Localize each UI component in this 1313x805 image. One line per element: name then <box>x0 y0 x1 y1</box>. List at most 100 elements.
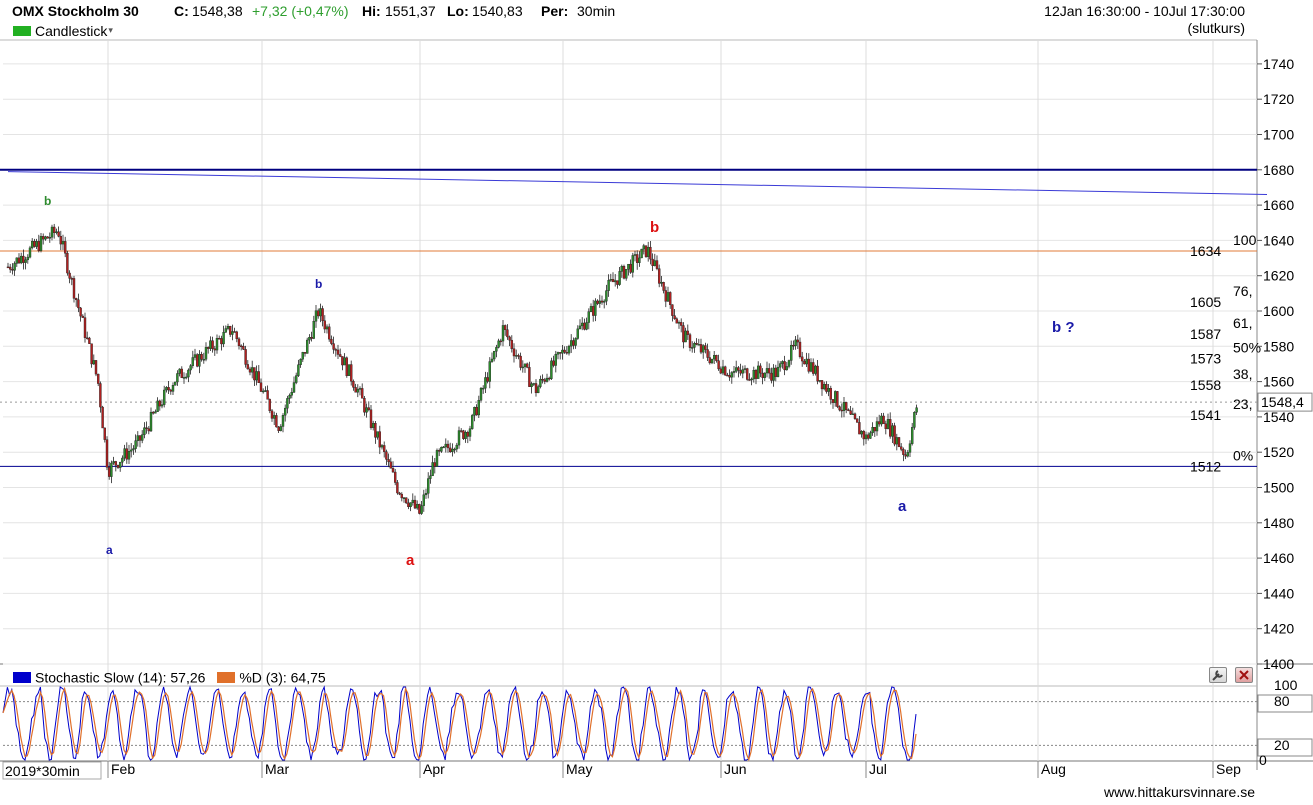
candle-body <box>664 290 667 302</box>
candle-body <box>220 338 223 345</box>
candle-body <box>688 334 692 348</box>
stoch-legend: Stochastic Slow (14): 57,26 %D (3): 64,7… <box>13 668 326 685</box>
candle-body <box>598 300 601 304</box>
candle-body <box>438 450 441 452</box>
fib-pct-label: 38, <box>1233 366 1252 382</box>
candle-body <box>666 292 670 302</box>
wrench-icon[interactable] <box>1209 667 1227 683</box>
candle-body <box>222 332 225 345</box>
fib-price-label: 1573 <box>1190 351 1221 367</box>
candle-body <box>394 471 397 483</box>
candle-body <box>783 361 786 371</box>
candle-body <box>176 373 179 383</box>
candle-body <box>295 375 298 383</box>
candle-body <box>574 338 577 346</box>
price-tick-label: 1480 <box>1263 515 1294 531</box>
candle-body <box>702 345 705 353</box>
candle-body <box>231 331 234 335</box>
candle-body <box>915 407 918 413</box>
candle-body <box>114 461 118 466</box>
candle-body <box>96 373 100 384</box>
candle-body <box>534 383 538 394</box>
candle-body <box>48 237 51 239</box>
candle-body <box>724 366 727 376</box>
wave-label: b <box>44 194 51 208</box>
price-tick-label: 1500 <box>1263 480 1294 496</box>
candle-body <box>336 349 340 355</box>
low-label: Lo: <box>447 3 469 19</box>
candle-body <box>493 350 496 360</box>
candle-body <box>609 279 612 281</box>
stoch-tick-label: 80 <box>1274 693 1290 709</box>
close-icon[interactable] <box>1235 667 1253 683</box>
fib-pct-label: 50% <box>1233 340 1261 356</box>
candle-body <box>424 493 428 496</box>
candle-body <box>427 478 430 494</box>
candle-body <box>739 370 742 374</box>
source-credit: www.hittakursvinnare.se <box>1104 784 1255 800</box>
price-tick-label: 1540 <box>1263 409 1294 425</box>
candle-body <box>677 322 681 324</box>
candle-body <box>466 432 469 437</box>
price-tick-label: 1720 <box>1263 91 1294 107</box>
stoch-k-label: Stochastic Slow (14): 57,26 <box>35 669 206 686</box>
candle-body <box>713 355 716 360</box>
chart-type-selector[interactable]: Candlestick▾ <box>13 22 113 39</box>
candle-body <box>250 367 254 373</box>
stoch-d-line <box>2 686 917 762</box>
candle-body <box>660 282 663 284</box>
candle-body <box>825 384 828 392</box>
close-label: C: <box>174 3 189 19</box>
candle-body <box>187 369 190 378</box>
candle-body <box>99 383 102 408</box>
candle-body <box>33 241 36 247</box>
candle-body <box>77 299 80 309</box>
candle-body <box>380 445 384 448</box>
candle-body <box>255 371 258 381</box>
candle-body <box>228 326 232 335</box>
candle-body <box>479 388 483 401</box>
candle-body <box>66 253 69 274</box>
candle-body <box>235 331 239 340</box>
fibonacci-levels: 1634 100 1605 76, 1587 61, 1573 50% 1558 38, 1541 2… <box>0 168 1313 474</box>
candle-body <box>301 352 304 360</box>
candle-body <box>369 409 373 428</box>
candle-body <box>906 452 909 457</box>
candle-body <box>765 368 769 374</box>
candle-body <box>737 367 740 371</box>
candle-body <box>699 344 703 353</box>
candle-body <box>74 298 78 301</box>
candle-body <box>486 377 489 382</box>
candle-body <box>81 315 85 318</box>
price-tick-label: 1440 <box>1263 585 1294 601</box>
candle-body <box>530 383 533 387</box>
candle-body <box>129 449 133 452</box>
candle-body <box>330 338 333 344</box>
candle-body <box>697 344 700 346</box>
candle-body <box>22 255 25 263</box>
candle-body <box>820 380 824 390</box>
candle-body <box>625 269 628 279</box>
candle-body <box>473 407 476 416</box>
candle-body <box>743 368 747 370</box>
candle-body <box>449 447 452 453</box>
candle-body <box>735 367 738 372</box>
candle-body <box>482 387 485 390</box>
candle-body <box>323 320 326 330</box>
candle-body <box>416 503 419 509</box>
candle-body <box>809 362 813 372</box>
chart-type-label: Candlestick <box>35 22 108 39</box>
candle-body <box>792 344 795 347</box>
close-value: 1548,38 <box>192 3 243 19</box>
candle-body <box>156 400 159 412</box>
candle-body <box>649 246 652 260</box>
candle-body <box>853 413 857 419</box>
candle-body <box>730 372 733 378</box>
candle-body <box>891 425 894 437</box>
candle-body <box>862 430 865 440</box>
candle-body <box>178 368 181 374</box>
candle-body <box>246 364 250 370</box>
candle-body <box>589 306 593 312</box>
candle-body <box>774 367 777 377</box>
